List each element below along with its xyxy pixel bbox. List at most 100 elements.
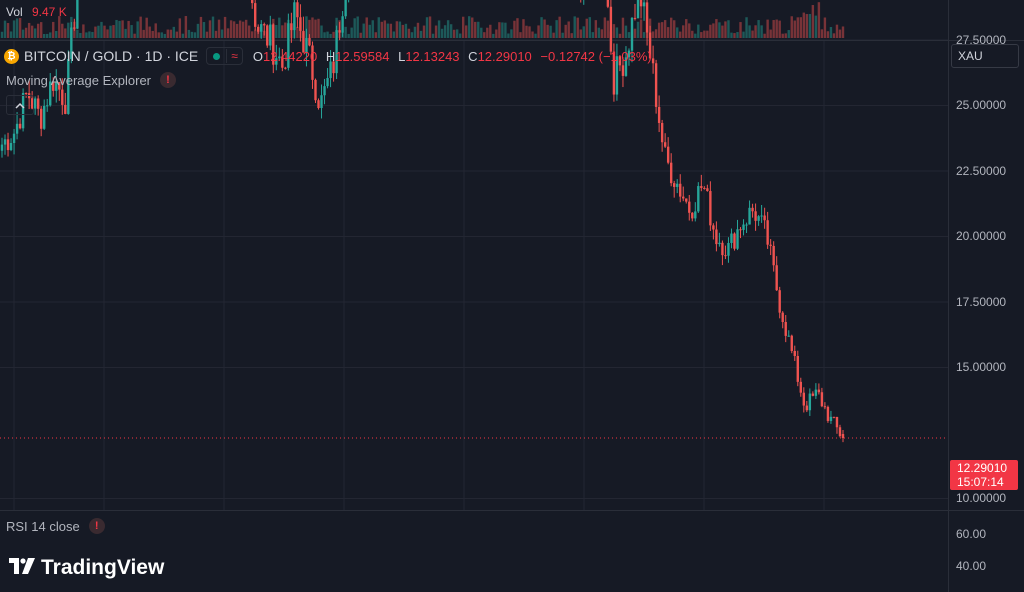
close-value: 12.29010 — [477, 48, 532, 64]
volume-bar — [344, 26, 347, 38]
indicator-warning-icon[interactable]: ! — [160, 72, 177, 88]
symbol-header: ₿ BITCOIN / GOLD · 1D · ICE ≈ O12.44220 … — [4, 46, 657, 66]
volume-bar — [706, 30, 709, 38]
volume-bar — [443, 25, 447, 38]
volume-bar — [694, 33, 697, 38]
volume-bar — [127, 20, 130, 38]
volume-bar — [757, 20, 760, 38]
high-value: 12.59584 — [335, 48, 390, 64]
volume-bar — [278, 17, 281, 38]
volume-bar — [748, 25, 751, 38]
volume-bar — [64, 28, 67, 38]
volume-bar — [763, 33, 766, 38]
volume-bar — [166, 29, 169, 38]
volume-bar — [793, 20, 796, 38]
candle-body — [296, 2, 299, 18]
volume-bar — [440, 28, 444, 38]
symbol-title[interactable]: BITCOIN / GOLD · 1D · ICE — [24, 48, 199, 64]
volume-bar — [30, 25, 34, 38]
volume-bar — [796, 17, 799, 38]
candle-body — [33, 98, 37, 109]
volume-bar — [676, 27, 679, 38]
volume-bar — [33, 28, 37, 38]
volume-bar — [576, 17, 579, 38]
volume-bar — [546, 24, 549, 38]
candle-body — [43, 105, 46, 129]
market-status[interactable]: ≈ — [206, 47, 243, 65]
volume-bar — [495, 29, 498, 38]
volume-bar — [449, 24, 453, 38]
volume-bar — [347, 33, 350, 38]
candle-body — [645, 2, 649, 33]
rsi-legend[interactable]: RSI 14 close ! — [6, 518, 105, 534]
candle-body — [323, 86, 326, 96]
volume-bar — [157, 32, 160, 38]
candle-body — [817, 389, 821, 393]
candle-body — [76, 0, 79, 29]
candle-body — [679, 183, 682, 197]
candle-body — [257, 26, 260, 32]
volume-bar — [130, 25, 133, 38]
volume-bar — [320, 25, 323, 38]
volume-bar — [425, 17, 429, 38]
y-tick-label: 22.50000 — [956, 163, 1007, 178]
candle-body — [784, 322, 787, 336]
candle-body — [685, 198, 688, 202]
volume-bar — [778, 20, 781, 38]
candle-body — [666, 146, 670, 163]
volume-bar — [597, 27, 601, 38]
indicator-legend[interactable]: Moving Average Explorer ! — [6, 72, 177, 88]
candle-body — [615, 56, 619, 95]
volume-bar — [841, 26, 845, 38]
volume-bar — [790, 16, 793, 38]
volume-bar — [468, 16, 471, 38]
candle-body — [799, 381, 802, 393]
candle-body — [672, 183, 676, 187]
volume-bar — [663, 20, 667, 38]
volume-bar — [398, 21, 402, 38]
volume-bar — [543, 19, 546, 38]
candle-body — [314, 79, 317, 101]
y-tick-label: 20.00000 — [956, 229, 1007, 243]
candle-body — [263, 24, 266, 26]
candle-body — [254, 3, 257, 27]
volume-bar — [540, 17, 543, 38]
currency-selector[interactable]: XAU — [951, 44, 1019, 68]
volume-bar — [6, 23, 10, 38]
volume-bar — [489, 24, 492, 38]
volume-bar — [477, 21, 480, 38]
volume-bar — [365, 17, 368, 38]
volume-bar — [353, 18, 356, 38]
rsi-tick-60: 60.00 — [956, 527, 987, 541]
volume-bar — [193, 32, 197, 38]
volume-bar — [525, 25, 528, 38]
indicator-label: Moving Average Explorer — [6, 72, 152, 88]
candle-body — [6, 139, 10, 151]
volume-bar — [172, 26, 176, 38]
volume-bar — [151, 30, 154, 38]
volume-bar — [106, 29, 109, 38]
candle-body — [814, 389, 818, 396]
volume-bar — [434, 25, 438, 38]
volume-bar — [115, 19, 118, 38]
tradingview-logo[interactable]: TradingView — [9, 556, 164, 580]
collapse-legend-button[interactable] — [6, 95, 34, 115]
volume-bar — [112, 25, 115, 38]
volume-bar — [452, 29, 456, 38]
volume-bar — [422, 25, 426, 38]
rsi-warning-icon[interactable]: ! — [88, 518, 105, 534]
volume-bar — [52, 21, 55, 38]
candle-body — [633, 17, 637, 19]
candle-body — [787, 335, 790, 337]
candle-body — [642, 2, 646, 7]
volume-bar — [211, 16, 215, 38]
candle-body — [766, 220, 769, 245]
volume-bar — [139, 16, 142, 38]
volume-bar — [383, 20, 387, 38]
chevron-up-icon — [15, 102, 25, 109]
candle-body — [760, 215, 763, 217]
volume-bar — [594, 20, 598, 38]
volume-bar — [817, 2, 821, 39]
candle-body — [657, 106, 661, 123]
